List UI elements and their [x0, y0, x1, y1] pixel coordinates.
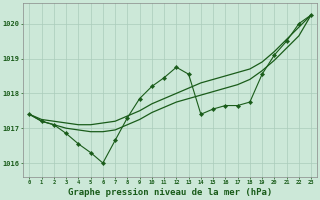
X-axis label: Graphe pression niveau de la mer (hPa): Graphe pression niveau de la mer (hPa) [68, 188, 272, 197]
